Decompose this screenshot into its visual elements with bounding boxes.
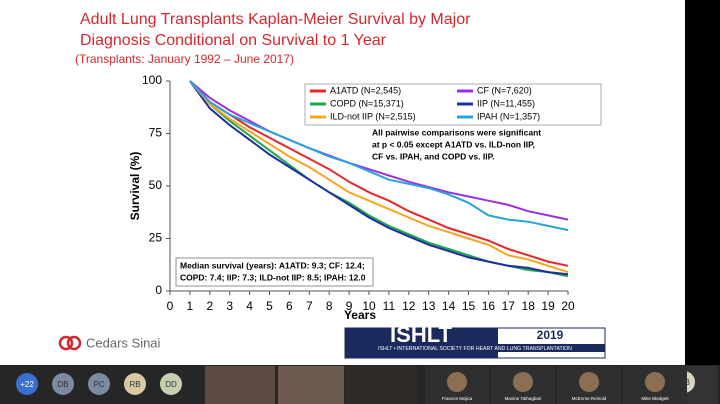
x-tick-label: 3 [226,299,233,313]
x-tick-label: 18 [522,299,536,313]
x-tick-label: 2 [206,299,213,313]
banner-strip [345,344,605,352]
x-tick-label: 1 [187,299,194,313]
y-tick-label: 0 [155,283,162,297]
logo-icon [58,335,74,351]
side-strip [685,0,720,365]
series-line [189,80,569,267]
participant-initials[interactable]: DD [165,380,177,389]
y-tick-label: 25 [149,231,163,245]
x-tick-label: 12 [402,299,416,313]
participant-photo[interactable] [447,372,467,392]
logo-text: Cedars Sinai [86,335,161,350]
y-tick-label: 75 [149,126,163,140]
legend-label: A1ATD (N=2,545) [330,85,401,95]
banner-society: ISHLT • INTERNATIONAL SOCIETY FOR HEART … [378,346,572,352]
series-line [189,80,569,274]
participant-initials[interactable]: DB [57,380,68,389]
participant-name[interactable]: McEnroe Reinold [572,396,607,401]
participant-initials[interactable]: RB [129,380,140,389]
x-tick-label: 16 [482,299,496,313]
annotation: at p < 0.05 except A1ATD vs. ILD-non IIP… [372,139,535,149]
legend-label: IPAH (N=1,357) [477,111,540,121]
legend-label: ILD-not IIP (N=2,515) [330,111,416,121]
x-tick-label: 14 [442,299,456,313]
x-tick-label: 10 [362,299,376,313]
x-tick-label: 0 [167,299,174,313]
x-axis-label: Years [344,308,376,322]
legend-label: CF (N=7,620) [477,85,532,95]
banner-dark [345,328,498,358]
x-tick-label: 5 [266,299,273,313]
subtitle: (Transplants: January 1992 – June 2017) [75,52,294,66]
x-tick-label: 8 [326,299,333,313]
banner-year: 2019 [537,328,564,342]
x-tick-label: 19 [541,299,555,313]
x-tick-label: 6 [286,299,293,313]
banner-name: ISHLT [390,322,452,347]
participant-initials[interactable]: PC [93,380,104,389]
video-tile[interactable] [278,366,344,404]
series-line [189,80,569,221]
y-tick-label: 50 [149,178,163,192]
median-box [175,257,374,287]
participant-name[interactable]: Frances Mojica [442,396,473,401]
slide [0,0,685,365]
participant-name[interactable]: Maxine Tathagbari [505,396,542,401]
participant-photo[interactable] [513,372,533,392]
y-axis-label: Survival (%) [128,152,142,221]
more-participants[interactable]: +22 [20,380,34,389]
logo-icon [66,335,82,351]
x-tick-label: 9 [346,299,353,313]
participant-avatar[interactable] [160,373,182,395]
x-tick-label: 15 [462,299,476,313]
participant-photo[interactable] [579,372,599,392]
legend-label: COPD (N=15,371) [330,98,404,108]
participant-name[interactable]: Mike Bledgett [641,396,669,401]
annotation: All pairwise comparisons were significan… [372,127,541,137]
x-tick-label: 17 [502,299,516,313]
legend-box [304,83,602,126]
legend-label: IIP (N=11,455) [477,98,535,108]
x-tick-label: 20 [561,299,575,313]
x-tick-label: 13 [422,299,436,313]
participant-avatar[interactable] [52,373,74,395]
title-line: Diagnosis Conditional on Survival to 1 Y… [80,32,387,49]
x-tick-label: 4 [246,299,253,313]
annotation: CF vs. IPAH, and COPD vs. IIP. [372,151,495,161]
y-tick-label: 100 [142,73,162,87]
participant-avatar[interactable] [16,373,38,395]
video-tile[interactable] [346,366,418,404]
series-line [189,80,569,232]
video-tile[interactable] [205,366,275,404]
participant-photo[interactable] [645,372,665,392]
median-text: Median survival (years): A1ATD: 9.3; CF:… [180,260,365,270]
participant-avatar[interactable] [124,373,146,395]
median-text: COPD: 7.4; IIP: 7.3; ILD-not IIP: 8.5; I… [180,272,366,282]
title-line: Adult Lung Transplants Kaplan-Meier Surv… [80,11,471,28]
series-line [189,80,569,276]
participant-avatar[interactable] [88,373,110,395]
x-tick-label: 7 [306,299,313,313]
x-tick-label: 11 [383,299,396,313]
